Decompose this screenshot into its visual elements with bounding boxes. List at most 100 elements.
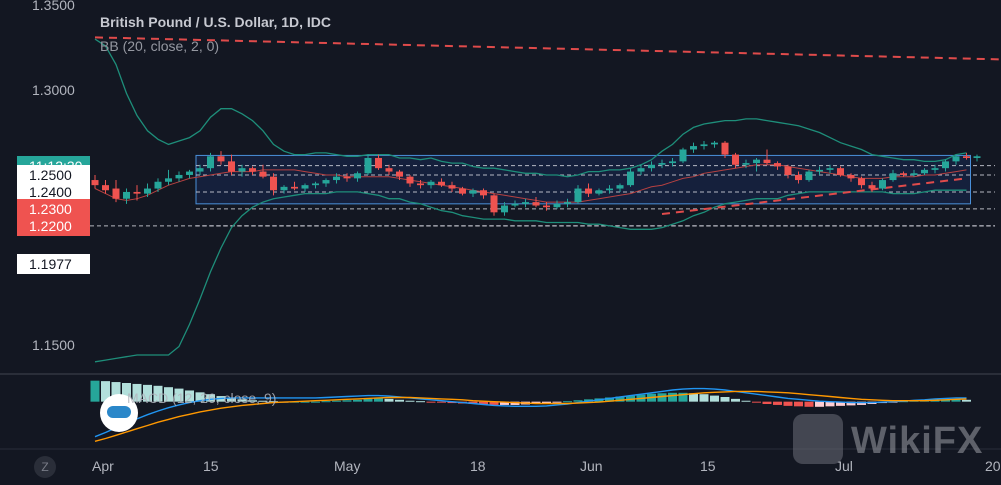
bb-lower-line bbox=[94, 189, 967, 363]
macd-histogram-bar bbox=[479, 401, 488, 405]
candle-body bbox=[249, 168, 256, 172]
candle-body bbox=[627, 171, 634, 186]
candle-body bbox=[616, 185, 624, 189]
macd-histogram-bar bbox=[710, 395, 719, 402]
candle-body bbox=[931, 168, 939, 170]
candle-body bbox=[952, 156, 960, 162]
macd-histogram-bar bbox=[500, 401, 509, 405]
macd-histogram-bar bbox=[426, 401, 436, 403]
macd-histogram-bar bbox=[237, 399, 247, 402]
macd-histogram-bar bbox=[321, 401, 331, 403]
candle-body bbox=[837, 168, 844, 175]
candle-body bbox=[102, 185, 109, 191]
macd-histogram-bar bbox=[605, 397, 614, 402]
candle-body bbox=[417, 183, 424, 186]
bb-basis-line bbox=[94, 164, 967, 203]
candle-body bbox=[406, 176, 414, 184]
macd-histogram-bar bbox=[143, 384, 152, 402]
candle-body bbox=[259, 171, 267, 177]
macd-histogram-bar bbox=[332, 400, 341, 402]
x-tick-label: Jul bbox=[835, 458, 853, 474]
candle-body bbox=[165, 178, 172, 182]
macd-histogram-bar bbox=[395, 399, 404, 402]
candle-body bbox=[364, 157, 372, 174]
macd-histogram-bar bbox=[962, 399, 971, 402]
range-box bbox=[195, 154, 971, 205]
chart-title[interactable]: British Pound / U.S. Dollar, 1D, IDC bbox=[100, 14, 332, 30]
macd-histogram-bar bbox=[122, 383, 131, 402]
candle-body bbox=[133, 191, 141, 194]
candle-body bbox=[805, 171, 813, 181]
macd-histogram-bar bbox=[783, 401, 793, 406]
x-tick-label: May bbox=[334, 458, 360, 474]
candle-body bbox=[301, 185, 309, 189]
candle-body bbox=[963, 156, 970, 158]
candle-body bbox=[375, 157, 382, 169]
macd-histogram-bar bbox=[804, 401, 814, 407]
macd-signal-line bbox=[94, 390, 967, 442]
watermark: WikiFX bbox=[793, 414, 993, 468]
candle-body bbox=[385, 168, 393, 172]
candle-body bbox=[186, 171, 193, 175]
candle-body bbox=[427, 181, 435, 186]
y-tick-label: 1.3000 bbox=[32, 82, 75, 98]
macd-histogram-bar bbox=[153, 385, 163, 402]
candle-body bbox=[501, 205, 508, 213]
candle-body bbox=[858, 178, 865, 186]
candle-body bbox=[826, 168, 834, 170]
macd-histogram-bar bbox=[846, 401, 856, 406]
candle-body bbox=[910, 173, 918, 175]
x-tick-label: 15 bbox=[203, 458, 219, 474]
candle-body bbox=[448, 185, 456, 189]
y-tick-label: 1.1500 bbox=[32, 337, 75, 353]
macd-histogram-bar bbox=[353, 399, 362, 402]
price-tag: 1.2200 bbox=[17, 216, 90, 236]
bollinger-bands-legend[interactable]: BB (20, close, 2, 0) bbox=[100, 38, 220, 54]
macd-histogram-bar bbox=[248, 400, 257, 402]
candle-body bbox=[322, 180, 330, 184]
macd-histogram-bar bbox=[825, 401, 835, 407]
candle-body bbox=[333, 176, 340, 181]
candle-body bbox=[238, 168, 246, 172]
candle-body bbox=[144, 188, 151, 194]
macd-histogram-bar bbox=[773, 401, 782, 405]
candle-body bbox=[889, 173, 897, 181]
candle-body bbox=[868, 185, 876, 189]
candle-body bbox=[154, 181, 162, 189]
candle-body bbox=[606, 188, 613, 191]
zoom-reset-button[interactable]: Z bbox=[34, 456, 56, 478]
candle-body bbox=[459, 188, 466, 194]
candle-body bbox=[585, 188, 592, 194]
candle-body bbox=[490, 195, 498, 213]
macd-histogram-bar bbox=[258, 400, 268, 402]
macd-histogram-bar bbox=[699, 394, 709, 402]
candle-body bbox=[658, 163, 666, 165]
macd-histogram-bar bbox=[374, 398, 383, 402]
candle-body bbox=[753, 159, 760, 164]
candle-body bbox=[700, 144, 708, 147]
candle-body bbox=[532, 202, 540, 206]
macd-histogram-bar bbox=[552, 401, 562, 403]
candle-body bbox=[669, 161, 676, 164]
macd-histogram-bar bbox=[678, 392, 688, 402]
candle-body bbox=[207, 156, 214, 169]
price-tag: 1.1977 bbox=[17, 254, 90, 274]
trendline-lower bbox=[661, 177, 967, 216]
macd-legend[interactable]: MACD (12, 26, close, 9) bbox=[127, 390, 277, 406]
macd-histogram-bar bbox=[342, 400, 352, 402]
candle-body bbox=[396, 171, 403, 177]
macd-histogram-bar bbox=[101, 381, 110, 402]
macd-histogram-bar bbox=[542, 401, 551, 404]
macd-histogram-bar bbox=[269, 401, 278, 403]
candle-body bbox=[175, 174, 183, 179]
price-tag: 1.2400 bbox=[17, 182, 90, 202]
candle-body bbox=[112, 188, 120, 199]
candle-body bbox=[847, 174, 855, 179]
candle-body bbox=[354, 173, 361, 179]
candle-body bbox=[763, 159, 771, 164]
candle-body bbox=[679, 149, 687, 162]
macd-histogram-bar bbox=[437, 401, 446, 403]
macd-histogram-bar bbox=[657, 393, 667, 402]
